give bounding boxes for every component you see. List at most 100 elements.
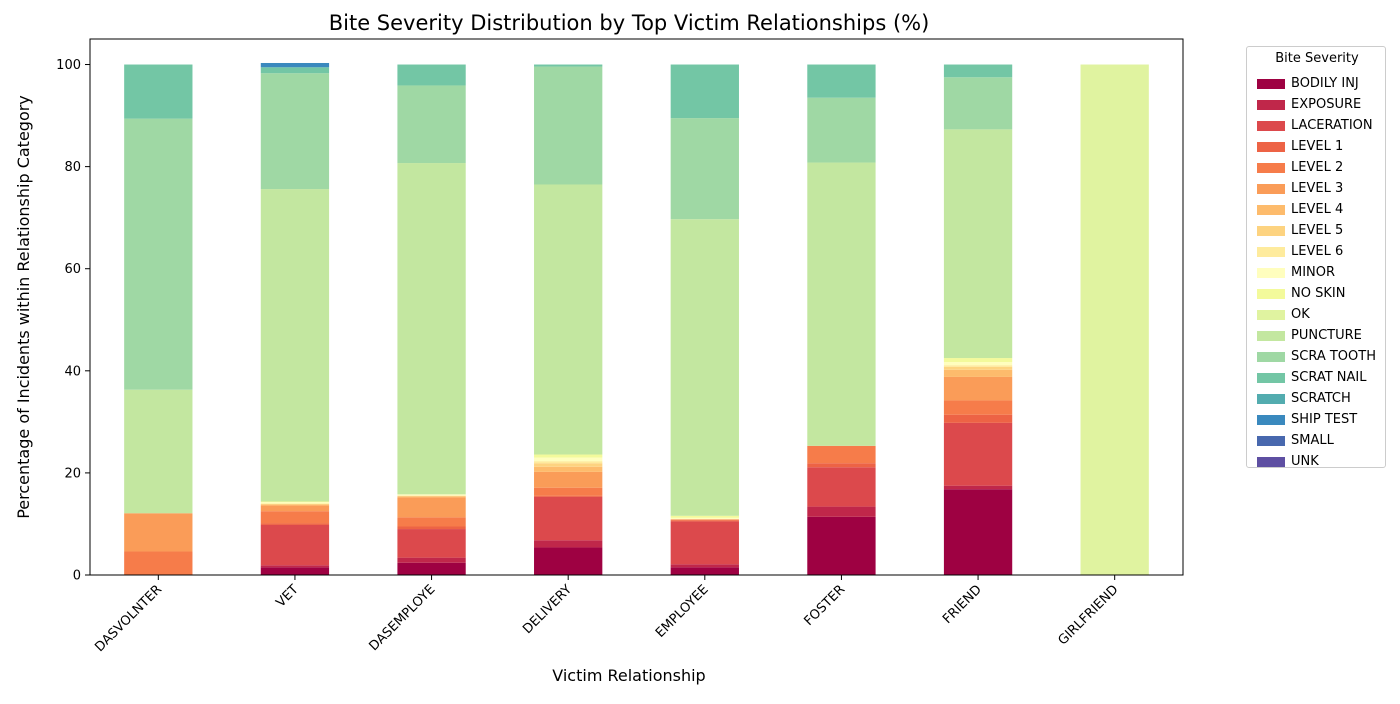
bar-segment (397, 496, 466, 498)
legend-swatch (1257, 289, 1285, 299)
legend-label: SHIP TEST (1291, 412, 1358, 427)
legend-item: LACERATION (1257, 118, 1385, 135)
bar-segment (534, 495, 603, 497)
y-tick-label: 40 (64, 364, 81, 379)
bar-segment (534, 540, 603, 548)
legend-item: LEVEL 4 (1257, 202, 1385, 219)
y-tick-label: 80 (64, 160, 81, 175)
legend-label: SCRATCH (1291, 391, 1351, 406)
bar-segment (807, 97, 876, 163)
legend-item: SCRATCH (1257, 391, 1385, 408)
legend-item: SCRAT NAIL (1257, 370, 1385, 387)
bar-segment (260, 504, 330, 505)
legend-item: UNK (1257, 454, 1385, 471)
bar-segment (124, 389, 193, 514)
bar-segment (943, 485, 1013, 490)
legend: Bite Severity BODILY INJ EXPOSURE LACERATI… (1246, 46, 1386, 471)
x-tick-label: VET (273, 582, 301, 610)
legend-item: LEVEL 6 (1257, 244, 1385, 261)
legend-title: Bite Severity (1275, 51, 1359, 66)
bar-segment (670, 515, 739, 518)
bar-segment (124, 64, 193, 119)
legend-label: EXPOSURE (1291, 97, 1362, 112)
bar-segment (807, 506, 876, 517)
bar-segment (260, 501, 330, 502)
bar-segment (397, 526, 466, 530)
legend-swatch (1257, 394, 1285, 404)
bar-segment (260, 504, 330, 506)
bar-segment (534, 64, 603, 67)
x-tick-label: DELIVERY (520, 582, 575, 637)
bar-segment (943, 129, 1013, 359)
x-axis: DASVOLNTER VET DASEMPLOYE DELIVERY EMPLOYEE F… (92, 575, 1122, 655)
legend-label: SCRA TOOTH (1291, 349, 1376, 364)
bar-segment (943, 64, 1013, 78)
legend-label: OK (1291, 307, 1310, 322)
bar-segment (260, 567, 330, 575)
bar-segment (260, 523, 330, 525)
bar-segment (397, 163, 466, 495)
bar-segment (943, 366, 1013, 370)
bar-segment (260, 189, 330, 502)
bar-segment (397, 64, 466, 86)
legend-item: MINOR (1257, 265, 1385, 282)
bar-segment (670, 520, 739, 522)
bar-segment (943, 77, 1013, 130)
legend-swatch (1257, 100, 1285, 110)
legend-swatch (1257, 436, 1285, 446)
legend-item: EXPOSURE (1257, 97, 1385, 114)
bar-segment (397, 494, 466, 496)
bar-segment (1080, 64, 1149, 576)
x-tick-label: DASEMPLOYE (367, 582, 439, 654)
bar-segment (943, 365, 1013, 367)
bar-segment (670, 517, 739, 520)
x-tick-label: GIRLFRIEND (1055, 582, 1121, 648)
y-tick-label: 20 (64, 466, 81, 481)
bar-segment (943, 422, 1013, 486)
legend-label: BODILY INJ (1291, 76, 1359, 91)
legend-label: UNK (1291, 454, 1319, 469)
legend-item: SCRA TOOTH (1257, 349, 1385, 366)
bar-segment (397, 562, 466, 575)
bar-segment (534, 471, 603, 488)
bar-segment (943, 369, 1013, 377)
legend-swatch (1257, 142, 1285, 152)
legend-swatch (1257, 373, 1285, 383)
legend-label: LEVEL 2 (1291, 160, 1344, 175)
legend-item: LEVEL 3 (1257, 181, 1385, 198)
bar-segment (260, 503, 330, 505)
legend-swatch (1257, 184, 1285, 194)
bar-segment (670, 519, 739, 521)
legend-item: SMALL (1257, 433, 1385, 450)
bar-segment (807, 516, 876, 575)
legend-item: BODILY INJ (1257, 76, 1385, 93)
legend-label: SCRAT NAIL (1291, 370, 1367, 385)
bar-segment (534, 66, 603, 185)
bar-segment (260, 73, 330, 190)
bar-segment (260, 502, 330, 504)
bar-segment (534, 457, 603, 462)
bar-segment (260, 62, 330, 68)
legend-label: LEVEL 3 (1291, 181, 1344, 196)
legend-label: MINOR (1291, 265, 1336, 280)
legend-swatch (1257, 247, 1285, 257)
bar-segment (124, 118, 193, 390)
legend-swatch (1257, 268, 1285, 278)
bar-segment (670, 219, 739, 516)
legend-swatch (1257, 457, 1285, 467)
bar-segment (807, 64, 876, 98)
bar-segment (670, 64, 739, 119)
bar-segment (670, 564, 739, 568)
bar-segment (943, 358, 1013, 363)
legend-label: LACERATION (1291, 118, 1373, 133)
legend-swatch (1257, 310, 1285, 320)
bar-segment (534, 184, 603, 455)
bar-segment (260, 511, 330, 524)
bar-segment (943, 400, 1013, 415)
bar-segment (534, 487, 603, 496)
legend-label: LEVEL 5 (1291, 223, 1344, 238)
y-axis: 0 20 40 60 80 100 (56, 58, 90, 584)
bar-segment (670, 521, 739, 565)
bar-segment (397, 557, 466, 563)
